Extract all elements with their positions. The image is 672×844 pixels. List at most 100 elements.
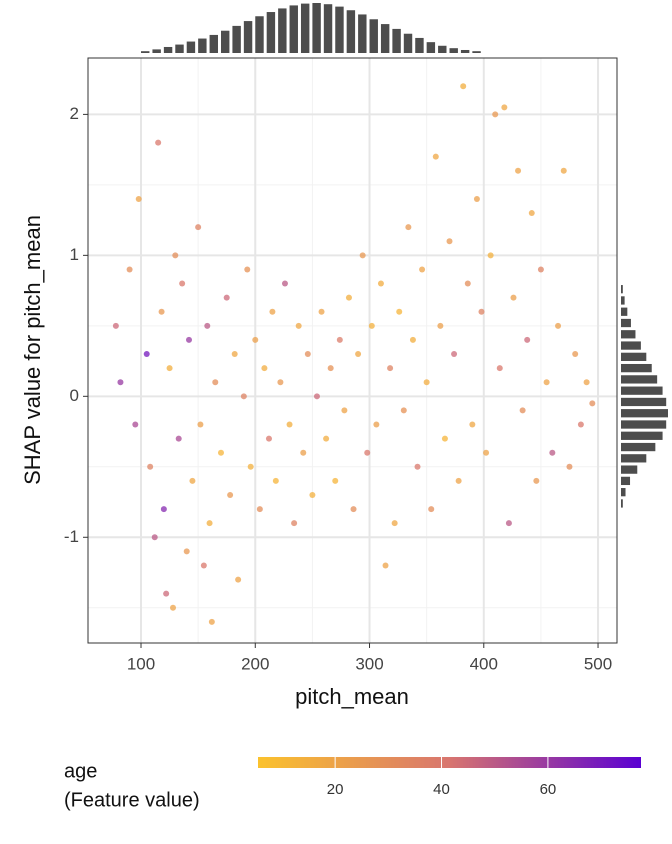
point [549,449,556,456]
point [528,210,535,217]
point [345,294,352,301]
point [126,266,133,273]
point [391,520,398,527]
point [515,167,522,174]
histogram-bar [255,16,264,53]
point [382,562,389,569]
point [359,252,366,259]
point [172,252,179,259]
point [387,365,394,372]
histogram-bar [266,12,276,53]
colorbar-tick-label: 40 [433,781,450,798]
histogram-bar [621,431,663,440]
point [446,238,453,245]
point [223,294,230,301]
point [206,520,213,527]
histogram-bar [621,420,667,429]
point [577,421,584,428]
point [589,400,596,407]
point [327,365,334,372]
point [332,477,339,484]
x-tick-label: 200 [241,654,269,673]
histogram-bar [289,5,298,54]
point [432,153,439,160]
point [409,336,416,343]
histogram-bar [220,30,230,53]
point [350,506,357,513]
point [286,421,293,428]
histogram-bar [392,28,401,53]
histogram-bar [621,318,631,328]
point [505,520,512,527]
point [281,280,288,287]
histogram-bar [243,21,253,53]
histogram-bar [621,465,638,474]
point [143,351,150,358]
point [336,336,343,343]
x-axis-title: pitch_mean [295,684,409,709]
point [272,477,279,484]
point [419,266,426,273]
point [487,252,494,259]
x-tick-label: 300 [355,654,383,673]
point [158,308,165,315]
histogram-bar [621,409,668,418]
point [318,308,325,315]
point [537,266,544,273]
point [469,421,476,428]
point [543,379,550,386]
point [364,449,371,456]
point [217,449,224,456]
point [560,167,567,174]
histogram-bar [380,24,390,53]
point [135,195,142,202]
histogram-bar [621,386,663,395]
histogram-bar [621,454,647,463]
point [252,336,259,343]
point [277,379,284,386]
point [204,322,211,329]
point [200,562,207,569]
histogram-bar [300,3,310,54]
point [501,104,508,111]
point [244,266,251,273]
histogram-bar [198,38,207,53]
point [396,308,403,315]
point [566,463,573,470]
point [269,308,276,315]
point [377,280,384,287]
histogram-bar [621,397,667,407]
plot-border [87,57,618,644]
point [179,280,186,287]
x-tick-label: 500 [584,654,612,673]
point [166,365,173,372]
point [368,322,375,329]
y-tick-label: 2 [70,104,79,123]
histogram-bar [621,341,641,350]
point [478,308,485,315]
histogram-bar [621,476,631,486]
point [583,379,590,386]
point [519,407,526,414]
histogram-bar [335,6,344,54]
point [160,506,167,513]
point [423,379,430,386]
colorbar [258,757,641,768]
point [524,336,531,343]
point [437,322,444,329]
point [208,618,215,625]
point [451,351,458,358]
point [373,421,380,428]
point [414,463,421,470]
point [231,351,238,358]
point [300,449,307,456]
histogram-bar [472,51,481,53]
colorbar-tick-label: 60 [540,781,557,798]
point [291,520,298,527]
point [309,491,316,498]
histogram-bar [358,14,367,54]
histogram-bar [426,42,436,53]
colorbar-tick-label: 20 [327,781,344,798]
histogram-bar [621,375,658,384]
